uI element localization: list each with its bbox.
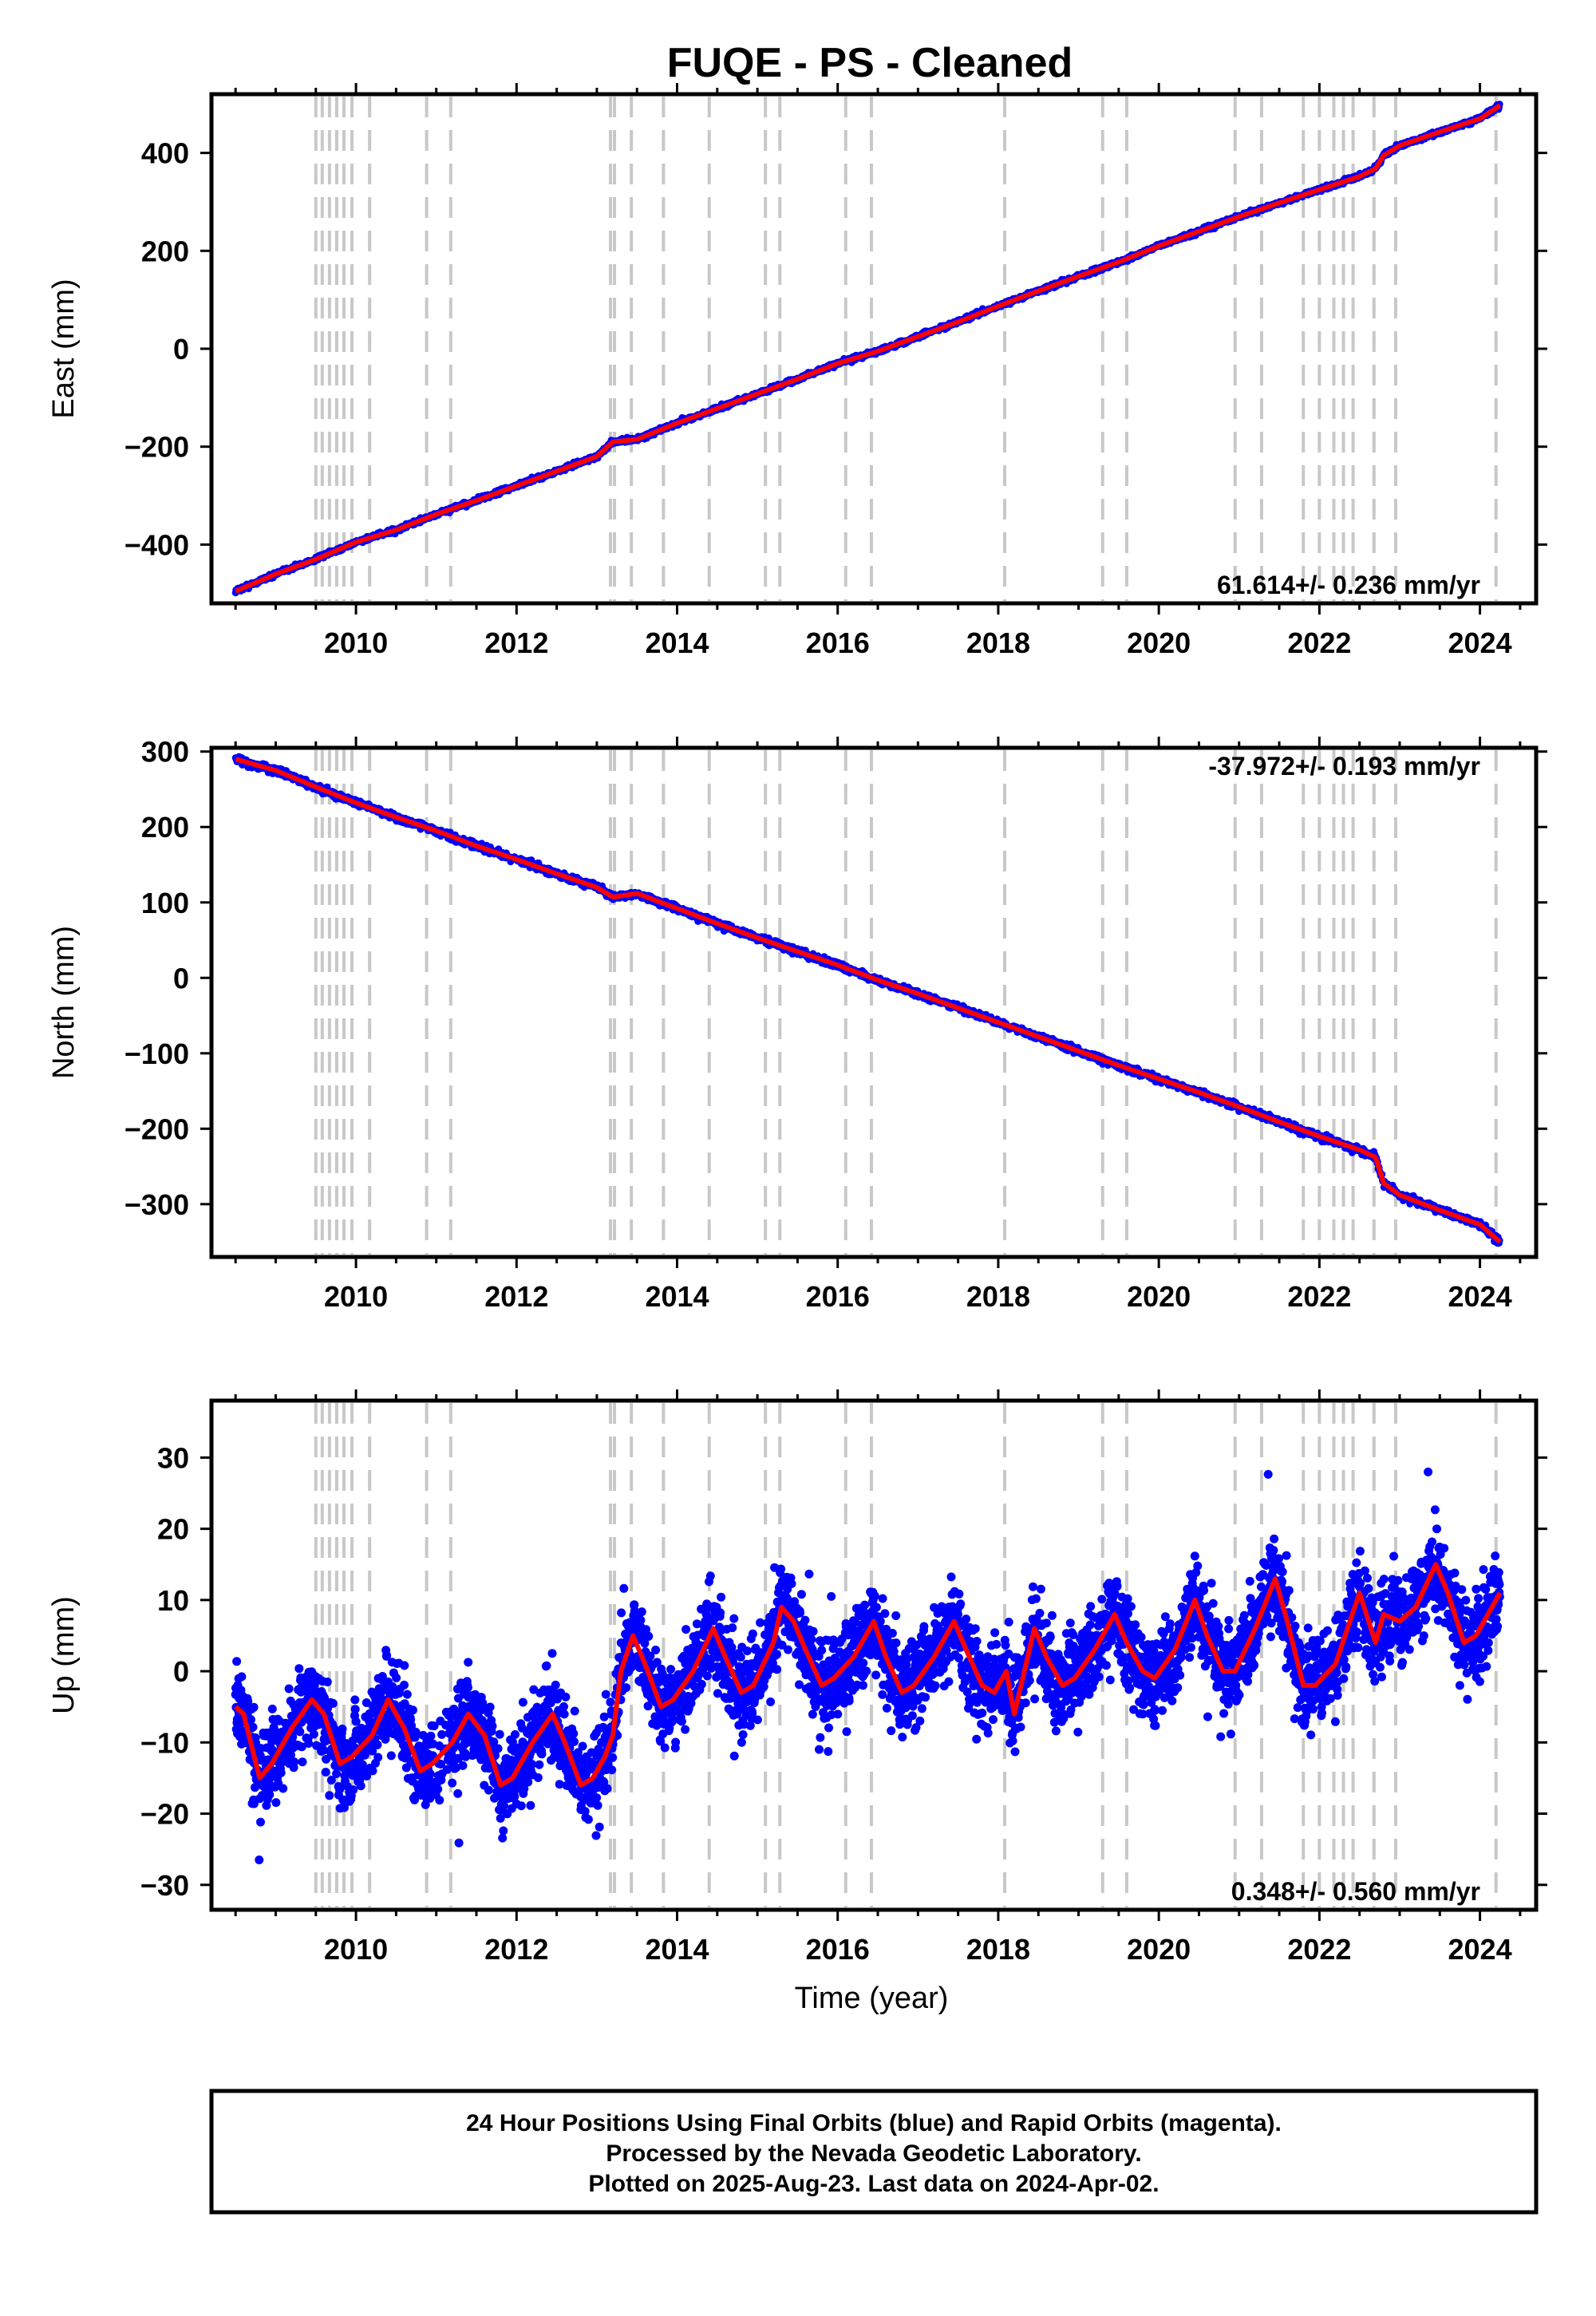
east-rate-label: 61.614+/- 0.236 mm/yr: [1217, 571, 1480, 599]
east-y-tick-label: 400: [141, 137, 189, 170]
east-x-tick-label: 2020: [1127, 626, 1191, 659]
east-y-tick-label: −200: [124, 431, 189, 464]
north-event-lines: [314, 750, 1498, 1255]
east-x-tick-label: 2010: [324, 626, 388, 659]
east-x-tick-label: 2016: [806, 626, 870, 659]
east-x-tick-label: 2014: [645, 626, 709, 659]
east-x-tick-label: 2018: [966, 626, 1030, 659]
east-y-axis-label: East (mm): [47, 279, 81, 418]
east-y-tick-label: 200: [141, 235, 189, 267]
east-y-tick-label: 0: [173, 333, 189, 366]
east-panel: 2010 2012 2014 2016 2018 2020 2022 2024 −400 −200…: [47, 83, 1547, 659]
east-y-tick-label: −400: [124, 528, 189, 561]
chart-title: FUQE - PS - Cleaned: [667, 40, 1073, 86]
east-event-lines: [314, 97, 1498, 601]
east-x-tick-label: 2022: [1287, 626, 1351, 659]
north-panel: 2010 2012 2014 2016 2018 2020 2022 2024−300−200…: [47, 736, 1547, 1313]
east-x-tick-label: 2012: [484, 626, 548, 659]
east-x-tick-label: 2024: [1448, 626, 1512, 659]
